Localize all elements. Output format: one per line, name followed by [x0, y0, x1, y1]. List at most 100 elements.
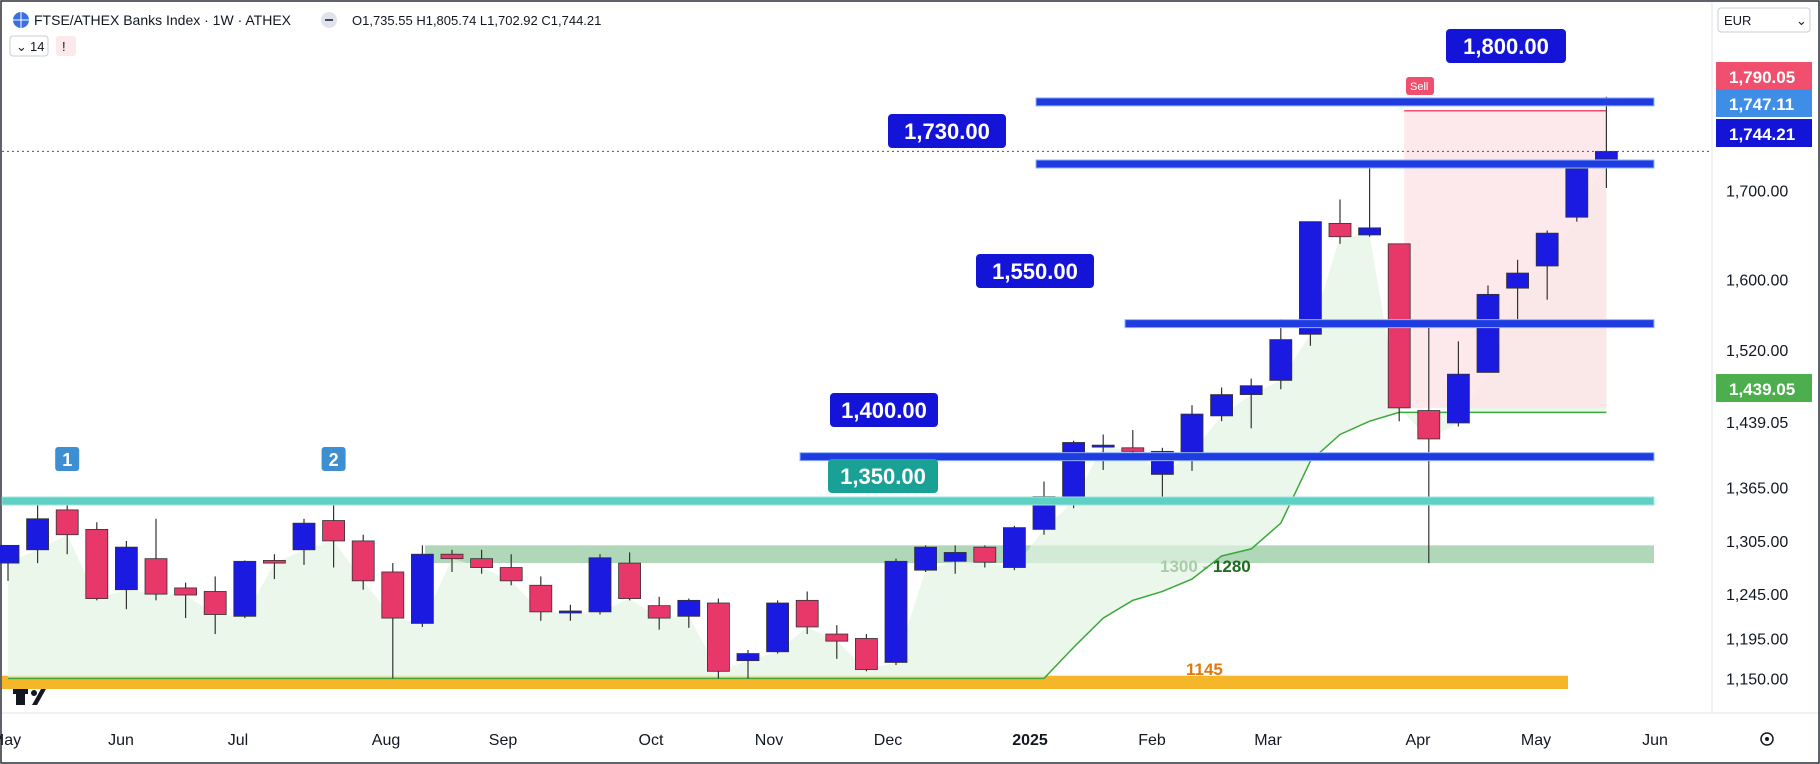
indicator-badge[interactable]	[9, 35, 49, 57]
candle[interactable]	[559, 604, 582, 621]
candle[interactable]	[1565, 162, 1589, 222]
candle-body	[233, 560, 257, 617]
candle[interactable]	[736, 650, 760, 679]
candle[interactable]	[1269, 319, 1293, 390]
candles-layer[interactable]	[0, 96, 1618, 679]
candle[interactable]	[707, 598, 730, 679]
candle[interactable]	[470, 549, 494, 574]
candle-body	[1358, 227, 1381, 236]
candle[interactable]	[1476, 285, 1500, 373]
candle[interactable]	[174, 582, 198, 619]
candle[interactable]	[1417, 320, 1441, 564]
candle-body	[529, 584, 553, 613]
level-1800[interactable]: 1,800.00	[1035, 29, 1655, 107]
candle[interactable]	[0, 544, 20, 581]
candle[interactable]	[855, 634, 878, 672]
candle[interactable]	[943, 545, 967, 574]
candle[interactable]	[618, 552, 641, 601]
level-1550[interactable]: 1,550.00	[976, 254, 1655, 329]
candle[interactable]	[1299, 221, 1322, 346]
level-line	[1035, 97, 1655, 107]
settings-core	[1765, 737, 1769, 741]
candle[interactable]	[1003, 525, 1026, 571]
candle[interactable]	[1535, 230, 1559, 300]
x-tick-label: Jun	[108, 732, 134, 749]
candle-body	[322, 520, 346, 542]
level-label: 1,400.00	[841, 398, 927, 423]
currency-selector[interactable]	[1717, 7, 1811, 33]
sell-marker[interactable]	[1406, 77, 1434, 95]
candle[interactable]	[203, 576, 227, 635]
candle[interactable]	[529, 576, 553, 621]
candle[interactable]	[381, 563, 405, 679]
candle[interactable]	[55, 501, 79, 555]
x-tick-label: Dec	[874, 732, 902, 749]
candle[interactable]	[1328, 199, 1352, 244]
candle[interactable]	[884, 558, 908, 666]
candle[interactable]	[85, 522, 109, 601]
candle[interactable]	[1358, 163, 1381, 237]
levels-layer[interactable]: 1,800.00 1,730.00 1,550.00 1,400.00 1,350.00…	[1, 29, 1712, 506]
settings-ring	[1760, 732, 1774, 746]
price-badge-box	[1716, 89, 1812, 117]
indicator-count: 14	[30, 39, 44, 54]
candle[interactable]	[914, 545, 937, 572]
candle[interactable]	[26, 505, 50, 564]
candle[interactable]	[1210, 387, 1233, 422]
candle[interactable]	[825, 625, 849, 659]
level-line	[799, 452, 1655, 462]
candle[interactable]	[973, 545, 997, 568]
price-badge-label: 1,439.05	[1729, 380, 1795, 399]
candle-body	[707, 602, 730, 672]
candle[interactable]	[1447, 341, 1470, 427]
globe-icon-lines	[13, 12, 29, 28]
marker-label: 1	[62, 450, 72, 470]
ohlc-values: O1,735.55 H1,805.74 L1,702.92 C1,744.21	[352, 13, 601, 28]
level-1730[interactable]: 1,730.00	[888, 114, 1655, 169]
candle[interactable]	[351, 534, 375, 590]
alert-badge[interactable]	[56, 36, 76, 56]
candle[interactable]	[588, 554, 612, 615]
candle-body	[618, 562, 641, 599]
candle[interactable]	[1121, 430, 1145, 455]
level-1350[interactable]: 1,350.00	[1, 459, 1655, 506]
symbol-title[interactable]: FTSE/ATHEX Banks Index · 1W · ATHEX	[34, 12, 292, 28]
time-axis[interactable]: May Jun Jul Aug Sep Oct Nov Dec 2025 Feb Mar Apr May…	[0, 732, 1668, 749]
candle[interactable]	[647, 596, 671, 630]
y-tick-label: 1,150.00	[1726, 671, 1788, 688]
candle[interactable]	[233, 560, 257, 619]
candle[interactable]	[677, 598, 701, 628]
candle-body	[1210, 394, 1233, 417]
x-tick-label: Jun	[1642, 732, 1668, 749]
settings-icon[interactable]	[1760, 732, 1774, 746]
candle[interactable]	[410, 545, 434, 627]
candle[interactable]	[1239, 378, 1263, 429]
marker-1[interactable]: 1	[55, 447, 80, 471]
collapse-icon[interactable]: ⌄	[16, 39, 27, 54]
candle[interactable]	[115, 540, 138, 610]
candle-body	[203, 591, 227, 615]
price-axis[interactable]: 1,150.00 1,195.00 1,245.00 1,305.00 1,365.00…	[1716, 62, 1812, 688]
x-tick-label: Oct	[639, 732, 664, 749]
logo-bar	[16, 689, 25, 705]
candle[interactable]	[292, 518, 316, 565]
tradingview-logo	[13, 689, 46, 705]
candle[interactable]	[440, 549, 464, 572]
price-badge-mid: 1,747.11	[1716, 89, 1812, 117]
price-badge-box	[1716, 119, 1812, 147]
y-tick-label: 1,700.00	[1726, 184, 1788, 201]
marker-2[interactable]: 2	[321, 447, 346, 471]
candle[interactable]	[1387, 243, 1411, 422]
candle[interactable]	[499, 554, 523, 586]
candle[interactable]	[262, 554, 286, 580]
level-label-box	[830, 393, 938, 427]
candle[interactable]	[1506, 259, 1529, 320]
candle[interactable]	[322, 502, 346, 568]
x-tick-label: Mar	[1254, 732, 1282, 749]
candle[interactable]	[144, 518, 168, 601]
candle[interactable]	[766, 600, 789, 654]
candle[interactable]	[795, 591, 819, 635]
candle[interactable]	[1595, 96, 1618, 189]
level-1400[interactable]: 1,400.00	[799, 393, 1655, 462]
